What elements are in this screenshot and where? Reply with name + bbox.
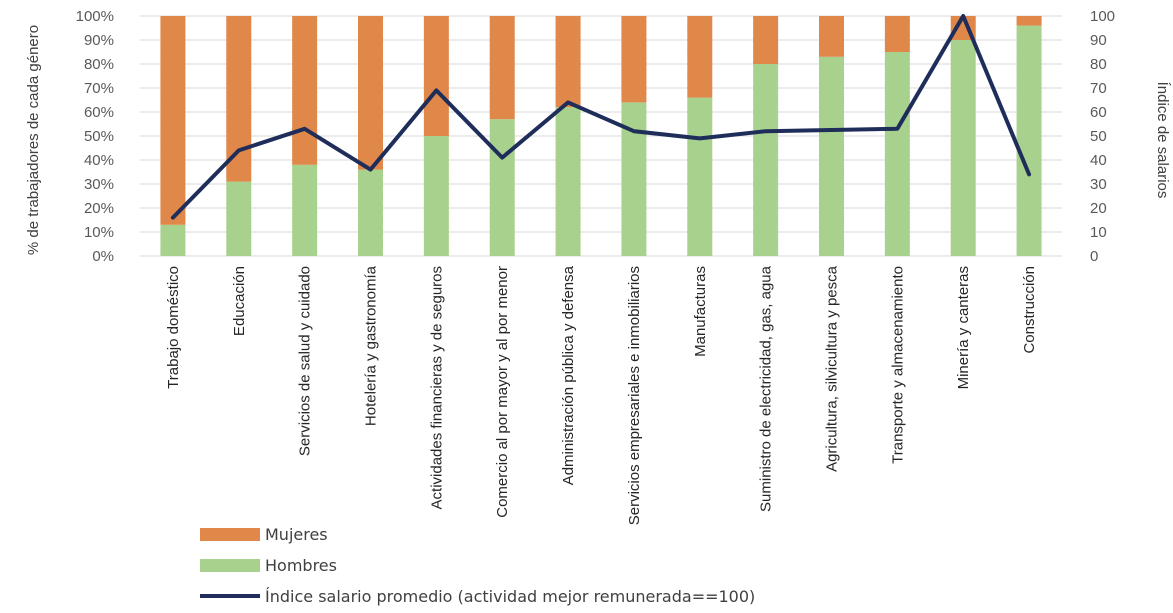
y-tick-label: 10% — [84, 224, 114, 241]
y2-tick-label: 20 — [1090, 200, 1107, 217]
legend-label-hombres: Hombres — [265, 555, 337, 575]
bar-mujeres — [621, 16, 647, 103]
y-tick-label: 40% — [84, 152, 114, 169]
bar-mujeres — [358, 16, 383, 170]
bar-hombres — [950, 40, 976, 256]
y2-tick-label: 60 — [1090, 104, 1107, 121]
bar-mujeres — [555, 16, 581, 108]
legend-swatch-mujeres — [200, 527, 260, 541]
x-category-label: Transporte y almacenamiento — [889, 266, 906, 464]
legend-swatch-hombres — [200, 558, 260, 572]
x-category-label: Servicios de salud y cuidado — [297, 266, 314, 456]
bar-mujeres — [687, 16, 713, 98]
bar-hombres — [819, 56, 844, 256]
bar-hombres — [160, 224, 186, 256]
legend: Mujeres Hombres Índice salario promedio … — [200, 520, 755, 613]
y-tick-label: 60% — [84, 104, 114, 121]
x-category-label: Comercio al por mayor y al por menor — [494, 266, 511, 518]
legend-label-indice: Índice salario promedio (actividad mejor… — [265, 586, 756, 606]
bar-mujeres — [1016, 16, 1042, 26]
y2-tick-label: 10 — [1090, 224, 1107, 241]
bar-mujeres — [226, 16, 252, 182]
y2-tick-label: 80 — [1090, 56, 1107, 73]
y2-tick-label: 90 — [1090, 32, 1107, 49]
legend-item-hombres: Hombres — [200, 551, 755, 579]
x-category-label: Actividades financieras y de seguros — [428, 266, 445, 509]
x-category-label: Hotelería y gastronomía — [363, 265, 380, 426]
x-axis-categories: Trabajo doméstico Educación Servicios de s… — [165, 265, 1038, 525]
y2-tick-label: 40 — [1090, 152, 1107, 169]
bar-mujeres — [753, 16, 779, 64]
legend-item-indice: Índice salario promedio (actividad mejor… — [200, 582, 755, 610]
legend-item-mujeres: Mujeres — [200, 520, 755, 548]
bar-mujeres — [819, 16, 844, 57]
bar-hombres — [884, 52, 910, 256]
bar-mujeres — [489, 16, 515, 120]
x-category-label: Construcción — [1021, 266, 1038, 354]
legend-label-mujeres: Mujeres — [265, 524, 328, 544]
x-category-label: Suministro de electricidad, gas, agua — [758, 265, 775, 512]
bar-hombres — [753, 64, 779, 256]
bar-hombres — [555, 107, 581, 256]
bar-hombres — [226, 181, 252, 256]
x-category-label: Administración pública y defensa — [560, 265, 577, 485]
y2-tick-label: 0 — [1090, 248, 1098, 265]
bar-hombres — [687, 97, 713, 256]
y-tick-label: 70% — [84, 80, 114, 97]
bar-hombres — [358, 169, 383, 256]
y-tick-label: 90% — [84, 32, 114, 49]
y-tick-label: 20% — [84, 200, 114, 217]
salary-index-line — [170, 14, 1032, 220]
bars — [160, 16, 1042, 257]
x-category-label: Servicios empresariales e inmobiliarios — [626, 266, 643, 525]
x-category-label: Agricultura, silvicultura y pesca — [824, 265, 841, 472]
bar-hombres — [292, 164, 318, 256]
y-axis-title: % de trabajadores de cada género — [25, 25, 42, 255]
y2-tick-label: 50 — [1090, 128, 1107, 145]
y-tick-label: 80% — [84, 56, 114, 73]
y2-tick-label: 100 — [1090, 8, 1115, 25]
bar-mujeres — [884, 16, 910, 52]
y2-tick-label: 70 — [1090, 80, 1107, 97]
y2-tick-label: 30 — [1090, 176, 1107, 193]
bar-mujeres — [423, 16, 449, 136]
bar-hombres — [1016, 25, 1042, 256]
y-axis-right: 0 10 20 30 40 50 60 70 80 90 100 — [1090, 8, 1115, 265]
y-axis-left: 0% 10% 20% 30% 40% 50% 60% 70% 80% 90% 100% — [76, 8, 114, 265]
x-category-label: Educación — [231, 266, 248, 336]
x-category-label: Manufacturas — [692, 266, 709, 357]
bar-mujeres — [292, 16, 318, 165]
y2-axis-title: Índice de salarios — [1154, 82, 1171, 199]
x-category-label: Trabajo doméstico — [165, 266, 182, 389]
y-tick-label: 30% — [84, 176, 114, 193]
y-tick-label: 0% — [92, 248, 114, 265]
bar-hombres — [489, 119, 515, 256]
bar-mujeres — [160, 16, 186, 225]
y-tick-label: 100% — [76, 8, 114, 25]
legend-swatch-indice — [200, 594, 260, 598]
bar-hombres — [423, 136, 449, 256]
y-tick-label: 50% — [84, 128, 114, 145]
x-category-label: Minería y canteras — [955, 266, 972, 389]
salary-index-polyline — [170, 14, 1032, 220]
